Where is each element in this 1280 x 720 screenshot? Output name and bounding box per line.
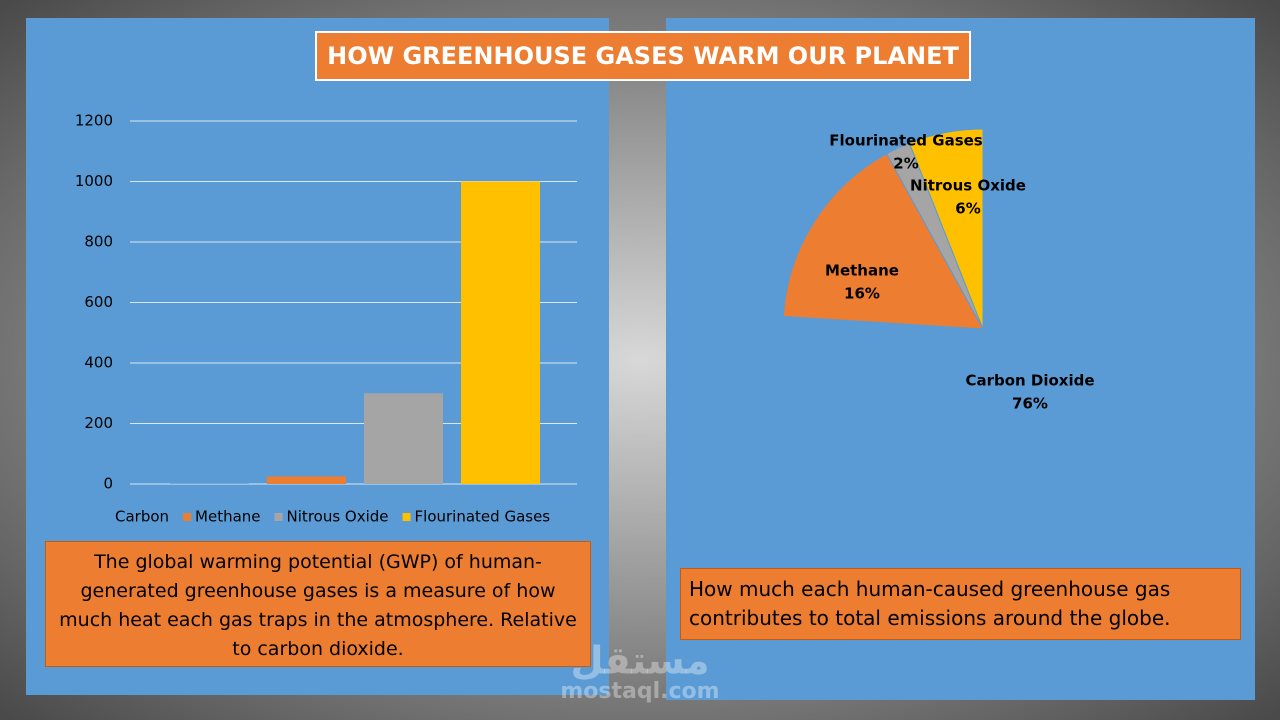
title: HOW GREENHOUSE GASES WARM OUR PLANET bbox=[327, 42, 959, 70]
y-tick-label: 600 bbox=[84, 293, 113, 311]
y-tick-label: 200 bbox=[84, 414, 113, 432]
slice-label: Nitrous Oxide bbox=[910, 177, 1026, 195]
y-tick-label: 400 bbox=[84, 354, 113, 372]
slice-label: Methane bbox=[825, 262, 899, 280]
y-tick-label: 0 bbox=[103, 475, 113, 493]
legend-label: Flourinated Gases bbox=[415, 508, 551, 526]
slice-value: 16% bbox=[844, 285, 880, 303]
title-box bbox=[315, 31, 971, 81]
slice-label: Flourinated Gases bbox=[829, 132, 983, 150]
pie-chart: Carbon Dioxide 76% Methane 16% Flourinated G… bbox=[782, 128, 1184, 530]
y-tick-label: 1000 bbox=[75, 172, 113, 190]
legend-label: Nitrous Oxide bbox=[287, 508, 389, 526]
bar bbox=[364, 393, 443, 484]
slice-value: 2% bbox=[893, 155, 918, 173]
y-tick-label: 1200 bbox=[75, 112, 113, 130]
legend-label: Carbon bbox=[115, 508, 169, 526]
slice-value: 6% bbox=[955, 200, 980, 218]
legend-swatch bbox=[274, 513, 283, 521]
y-tick-label: 800 bbox=[84, 233, 113, 251]
slice-value: 76% bbox=[1012, 395, 1048, 413]
legend-swatch bbox=[183, 513, 192, 521]
pie-slice bbox=[908, 128, 984, 330]
bar bbox=[461, 181, 540, 484]
pie-slice bbox=[782, 153, 984, 330]
legend-swatch bbox=[402, 513, 411, 521]
legend-swatch bbox=[103, 513, 111, 521]
legend-label: Methane bbox=[195, 508, 261, 526]
caption: The global warming potential (GWP) of hu… bbox=[45, 541, 591, 667]
slice-label: Carbon Dioxide bbox=[965, 372, 1094, 390]
bar bbox=[267, 476, 346, 484]
caption: How much each human-caused greenhouse ga… bbox=[680, 568, 1241, 640]
watermark: mostaql.com bbox=[560, 679, 719, 704]
bar-chart: 0 200 400 600 800 1000 1200 Carbon Methane Nitrou… bbox=[75, 112, 577, 526]
watermark: مستقل bbox=[571, 639, 710, 683]
